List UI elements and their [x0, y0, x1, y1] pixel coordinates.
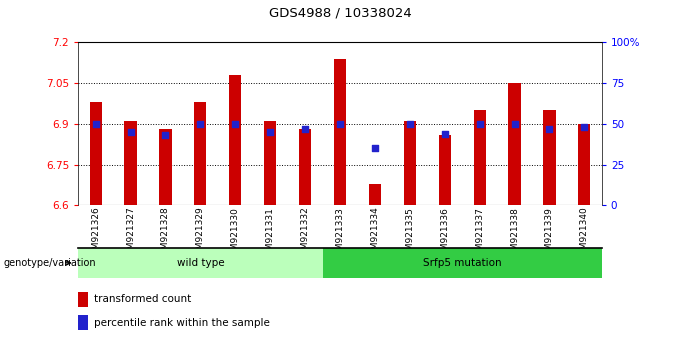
Point — [369, 145, 380, 151]
Bar — [578, 124, 590, 205]
Point — [265, 129, 275, 135]
Bar — [369, 184, 381, 205]
Bar — [322, 248, 602, 278]
Point — [125, 129, 136, 135]
Point — [405, 121, 415, 127]
Bar — [194, 102, 207, 205]
Point — [90, 121, 101, 127]
Text: genotype/variation: genotype/variation — [3, 258, 96, 268]
Bar — [229, 75, 241, 205]
Text: wild type: wild type — [177, 258, 224, 268]
Point — [579, 124, 590, 130]
Point — [509, 121, 520, 127]
Bar — [404, 121, 416, 205]
Bar — [473, 110, 486, 205]
Point — [439, 131, 450, 137]
Text: percentile rank within the sample: percentile rank within the sample — [94, 318, 270, 328]
Bar — [78, 292, 88, 307]
Bar — [543, 110, 556, 205]
Text: GDS4988 / 10338024: GDS4988 / 10338024 — [269, 6, 411, 19]
Bar — [299, 129, 311, 205]
Point — [544, 126, 555, 132]
Bar — [159, 129, 171, 205]
Bar — [78, 248, 322, 278]
Bar — [264, 121, 276, 205]
Point — [300, 126, 311, 132]
Bar — [334, 59, 346, 205]
Bar — [78, 315, 88, 330]
Point — [230, 121, 241, 127]
Bar — [124, 121, 137, 205]
Point — [195, 121, 206, 127]
Text: Srfp5 mutation: Srfp5 mutation — [423, 258, 501, 268]
Text: transformed count: transformed count — [94, 295, 191, 304]
Point — [160, 132, 171, 138]
Point — [474, 121, 485, 127]
Bar — [90, 102, 102, 205]
Bar — [509, 83, 521, 205]
Point — [335, 121, 345, 127]
Bar — [439, 135, 451, 205]
